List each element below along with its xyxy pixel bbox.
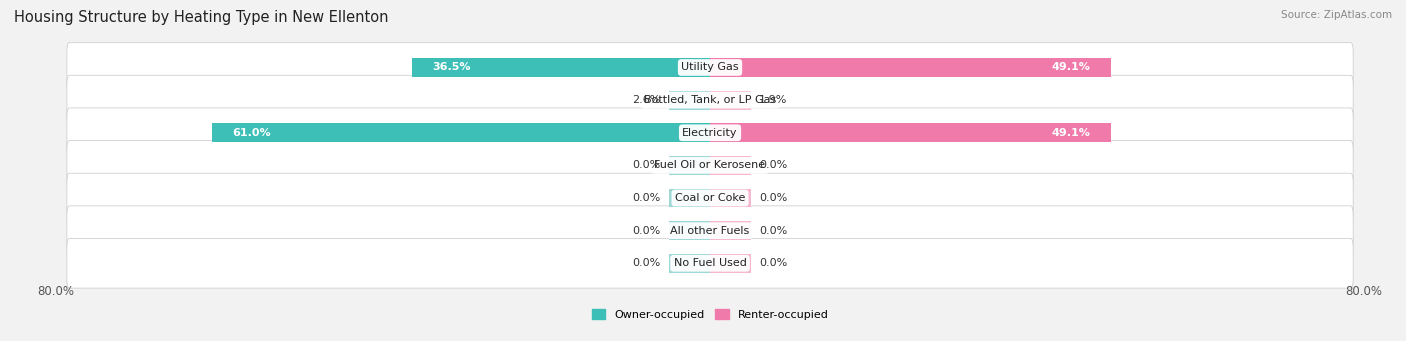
Bar: [211, 123, 710, 142]
Text: Source: ZipAtlas.com: Source: ZipAtlas.com: [1281, 10, 1392, 20]
Bar: [710, 156, 751, 175]
Text: 0.0%: 0.0%: [759, 258, 787, 268]
Bar: [710, 254, 751, 273]
Bar: [669, 254, 710, 273]
FancyBboxPatch shape: [67, 140, 1353, 190]
Text: 0.0%: 0.0%: [759, 160, 787, 170]
Text: 0.0%: 0.0%: [633, 258, 661, 268]
FancyBboxPatch shape: [67, 173, 1353, 223]
Text: 0.0%: 0.0%: [633, 193, 661, 203]
Text: Bottled, Tank, or LP Gas: Bottled, Tank, or LP Gas: [644, 95, 776, 105]
Text: Utility Gas: Utility Gas: [682, 62, 738, 73]
Bar: [710, 123, 1111, 142]
Legend: Owner-occupied, Renter-occupied: Owner-occupied, Renter-occupied: [588, 305, 832, 324]
Text: 0.0%: 0.0%: [633, 226, 661, 236]
Bar: [710, 221, 751, 240]
Text: 0.0%: 0.0%: [759, 226, 787, 236]
Bar: [412, 58, 710, 77]
Bar: [669, 189, 710, 207]
FancyBboxPatch shape: [67, 108, 1353, 158]
Bar: [710, 91, 751, 109]
FancyBboxPatch shape: [67, 43, 1353, 92]
Bar: [669, 91, 710, 109]
FancyBboxPatch shape: [67, 238, 1353, 288]
Bar: [669, 156, 710, 175]
Text: Housing Structure by Heating Type in New Ellenton: Housing Structure by Heating Type in New…: [14, 10, 388, 25]
Text: Fuel Oil or Kerosene: Fuel Oil or Kerosene: [654, 160, 766, 170]
Bar: [710, 58, 1111, 77]
Bar: [669, 221, 710, 240]
Text: 2.6%: 2.6%: [633, 95, 661, 105]
Text: 0.0%: 0.0%: [633, 160, 661, 170]
Text: 49.1%: 49.1%: [1052, 128, 1091, 138]
Text: No Fuel Used: No Fuel Used: [673, 258, 747, 268]
Text: 61.0%: 61.0%: [232, 128, 270, 138]
Text: All other Fuels: All other Fuels: [671, 226, 749, 236]
FancyBboxPatch shape: [67, 206, 1353, 255]
Text: Coal or Coke: Coal or Coke: [675, 193, 745, 203]
Text: 0.0%: 0.0%: [759, 193, 787, 203]
Text: 1.9%: 1.9%: [759, 95, 787, 105]
Bar: [710, 189, 751, 207]
Text: 36.5%: 36.5%: [432, 62, 471, 73]
FancyBboxPatch shape: [67, 75, 1353, 125]
Text: Electricity: Electricity: [682, 128, 738, 138]
Text: 49.1%: 49.1%: [1052, 62, 1091, 73]
